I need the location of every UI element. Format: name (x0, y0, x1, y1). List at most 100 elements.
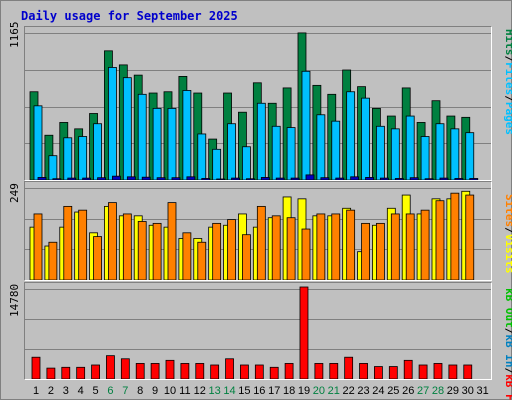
kbf-bar-day-11 (180, 363, 190, 380)
pages-bar-day-1 (37, 177, 47, 181)
chart-title: Daily usage for September 2025 (21, 9, 238, 23)
bottom-ymax-label: 14780 (8, 284, 21, 317)
x-tick-label-day-4: 4 (78, 385, 84, 397)
pages-bar-day-7 (126, 176, 136, 181)
x-tick-label-day-12: 12 (194, 385, 206, 397)
files-bar-day-25 (390, 128, 400, 181)
files-bar-day-15 (242, 146, 251, 181)
files-bar-day-17 (271, 125, 281, 181)
kbf-bar-day-16 (254, 364, 264, 380)
x-tick-label-day-22: 22 (343, 385, 355, 397)
files-bar-day-27 (420, 136, 430, 181)
sites-bar-day-19 (301, 228, 311, 281)
x-tick-label-day-30: 30 (462, 385, 474, 397)
pages-bar-day-29 (454, 178, 464, 181)
kbytes-chart (25, 286, 491, 380)
sites-bar-day-1 (33, 213, 43, 281)
bottom-legend-item: kB Out (503, 288, 512, 328)
x-tick-label-day-20: 20 (313, 385, 325, 397)
x-tick-label-day-5: 5 (92, 385, 98, 397)
x-tick-label-day-1: 1 (33, 385, 39, 397)
sites-bar-day-6 (108, 202, 117, 281)
x-tick-label-day-24: 24 (372, 385, 384, 397)
middle-ymax-label: 249 (8, 183, 21, 203)
files-bar-day-28 (435, 123, 445, 181)
pages-bar-day-24 (380, 177, 389, 181)
sites-bar-day-11 (182, 232, 192, 281)
pages-bar-day-17 (275, 177, 285, 181)
files-bar-day-3 (63, 137, 73, 181)
pages-bar-day-25 (394, 178, 404, 181)
sites-bar-day-17 (271, 215, 281, 281)
x-tick-label-day-7: 7 (122, 385, 128, 397)
x-axis-day-labels: 1 2 3 4 5 6 7 8 9 10 11 12 13 14 15 16 17 18 19 20 21 22 23 24 2… (33, 385, 489, 397)
pages-bar-day-18 (290, 177, 300, 181)
middle-legend-item: Visits (503, 234, 512, 274)
x-tick-label-day-2: 2 (48, 385, 54, 397)
sites-bar-day-26 (405, 213, 415, 281)
pages-bar-day-10 (171, 177, 181, 181)
x-tick-label-day-9: 9 (152, 385, 158, 397)
pages-bar-day-27 (424, 178, 434, 181)
files-bar-day-14 (227, 123, 236, 181)
files-bar-day-18 (286, 127, 296, 181)
kbf-bar-day-1 (31, 356, 41, 380)
pages-bar-day-28 (439, 177, 449, 181)
sites-bar-day-25 (390, 213, 400, 281)
bottom-legend-item: / (503, 328, 512, 335)
kbf-bar-day-26 (403, 359, 413, 380)
top-legend-item: / (503, 95, 512, 102)
x-tick-label-day-27: 27 (417, 385, 429, 397)
files-bar-day-5 (93, 123, 102, 181)
pages-bar-day-16 (260, 177, 270, 181)
kbf-bar-day-19 (299, 286, 309, 380)
files-bar-day-13 (212, 148, 222, 181)
x-tick-label-day-14: 14 (223, 385, 235, 397)
sites-bar-day-18 (286, 217, 296, 281)
x-tick-label-day-31: 31 (477, 385, 489, 397)
kbf-bar-day-10 (165, 359, 175, 380)
kbf-bar-day-8 (135, 363, 145, 380)
files-bar-day-30 (465, 132, 475, 181)
pages-bar-day-12 (201, 178, 211, 181)
kbf-bar-day-25 (388, 366, 398, 380)
files-bar-day-9 (152, 107, 162, 181)
kbf-bar-day-13 (210, 364, 220, 380)
sites-bar-day-14 (227, 219, 236, 281)
files-bar-day-22 (346, 91, 356, 181)
kbf-bar-day-5 (91, 364, 100, 380)
top-legend-item: Pages (503, 102, 512, 135)
files-bar-day-21 (331, 120, 341, 181)
files-bar-day-23 (361, 97, 370, 181)
files-bar-day-1 (33, 105, 43, 181)
x-tick-label-day-16: 16 (253, 385, 265, 397)
bottom-legend: kB Out/kB In/kB F (503, 288, 512, 401)
pages-bar-day-20 (320, 177, 330, 181)
pages-bar-day-22 (350, 176, 360, 181)
x-tick-label-day-13: 13 (209, 385, 221, 397)
kbf-bar-day-18 (284, 363, 294, 380)
sites-bar-day-27 (420, 209, 430, 281)
x-tick-label-day-18: 18 (283, 385, 295, 397)
pages-bar-day-14 (231, 177, 240, 181)
pages-bar-day-6 (112, 175, 121, 181)
kbf-bar-day-7 (120, 358, 130, 380)
kbf-bar-day-20 (314, 363, 324, 380)
kbf-bar-day-21 (329, 363, 339, 380)
top-legend-item: / (503, 56, 512, 63)
pages-bar-day-23 (365, 177, 374, 181)
kbf-bar-day-6 (106, 355, 115, 380)
files-bar-day-29 (450, 128, 460, 181)
top-legend-item: Hits (503, 29, 512, 56)
kbf-bar-day-4 (76, 366, 86, 380)
files-bar-day-20 (316, 114, 326, 181)
kbf-bar-day-24 (374, 366, 383, 380)
sites-bar-day-12 (197, 241, 207, 281)
sites-bar-day-22 (346, 209, 356, 281)
top-ymax-label: 1165 (8, 22, 21, 49)
kbf-bar-day-17 (269, 366, 279, 380)
sites-bar-day-8 (137, 221, 147, 281)
middle-legend-item: / (503, 227, 512, 234)
x-tick-label-day-10: 10 (164, 385, 176, 397)
